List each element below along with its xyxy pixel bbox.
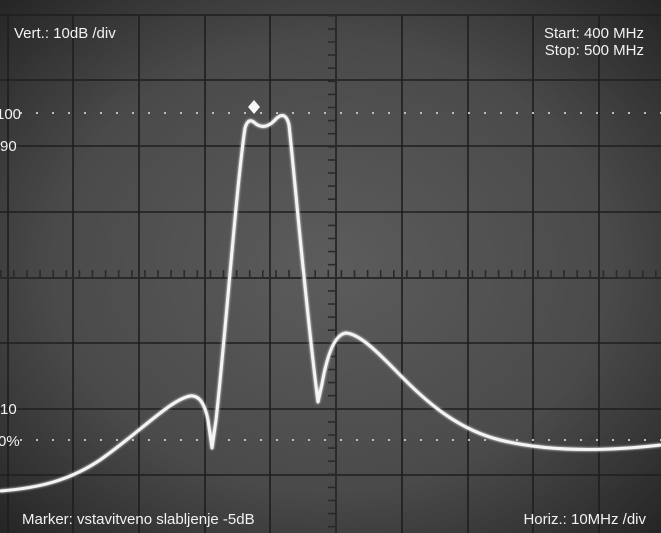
- marker-note: Marker: vstavitveno slabljenje -5dB: [22, 511, 255, 528]
- graticule-label: 0%: [0, 433, 20, 450]
- horizontal-scale: Horiz.: 10MHz /div: [523, 511, 646, 528]
- analyzer-screen: 100 90 10 0% Vert.: 10dB /div Start: 400…: [0, 0, 661, 533]
- page: 100 90 10 0% Vert.: 10dB /div Start: 400…: [0, 0, 661, 533]
- stop-frequency: Stop: 500 MHz: [545, 42, 644, 59]
- graticule-label: 100: [0, 106, 21, 123]
- graticule-label: 10: [0, 401, 17, 418]
- graticule-label: 90: [0, 138, 17, 155]
- start-frequency: Start: 400 MHz: [544, 25, 644, 42]
- vertical-scale: Vert.: 10dB /div: [14, 25, 116, 42]
